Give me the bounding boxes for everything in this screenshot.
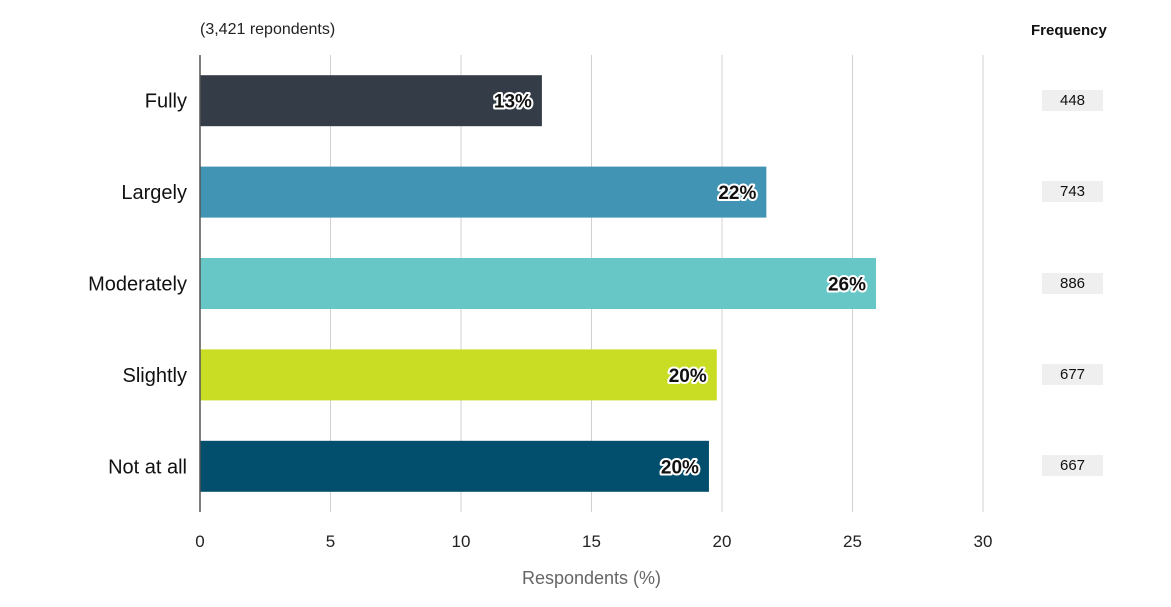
frequency-header: Frequency [1031, 22, 1107, 39]
category-label: Fully [145, 91, 187, 113]
x-tick-label: 25 [843, 532, 862, 551]
category-label: Slightly [123, 365, 187, 387]
x-tick-label: 15 [582, 532, 601, 551]
x-axis-title: Respondents (%) [522, 568, 661, 588]
bar [200, 349, 717, 401]
frequency-value: 677 [1042, 363, 1103, 385]
frequency-value: 743 [1042, 181, 1103, 203]
category-label: Largely [121, 182, 187, 204]
respondents-note: (3,421 repondents) [200, 21, 336, 38]
frequency-value: 886 [1042, 272, 1103, 294]
value-label: 26% [828, 275, 866, 296]
category-label: Moderately [88, 274, 187, 296]
category-label: Not at all [108, 456, 187, 478]
bar [200, 440, 709, 492]
frequency-value: 667 [1042, 455, 1103, 477]
value-label: 22% [718, 183, 756, 204]
value-label: 20% [669, 366, 707, 387]
x-tick-label: 10 [452, 532, 471, 551]
bar [200, 75, 542, 127]
frequency-value: 448 [1042, 89, 1103, 111]
x-tick-label: 5 [326, 532, 335, 551]
x-tick-label: 0 [195, 532, 204, 551]
bar [200, 258, 876, 309]
x-tick-label: 30 [974, 532, 993, 551]
value-label: 20% [661, 457, 699, 478]
bar [200, 166, 767, 218]
value-label: 13% [494, 92, 532, 113]
x-tick-label: 20 [713, 532, 732, 551]
